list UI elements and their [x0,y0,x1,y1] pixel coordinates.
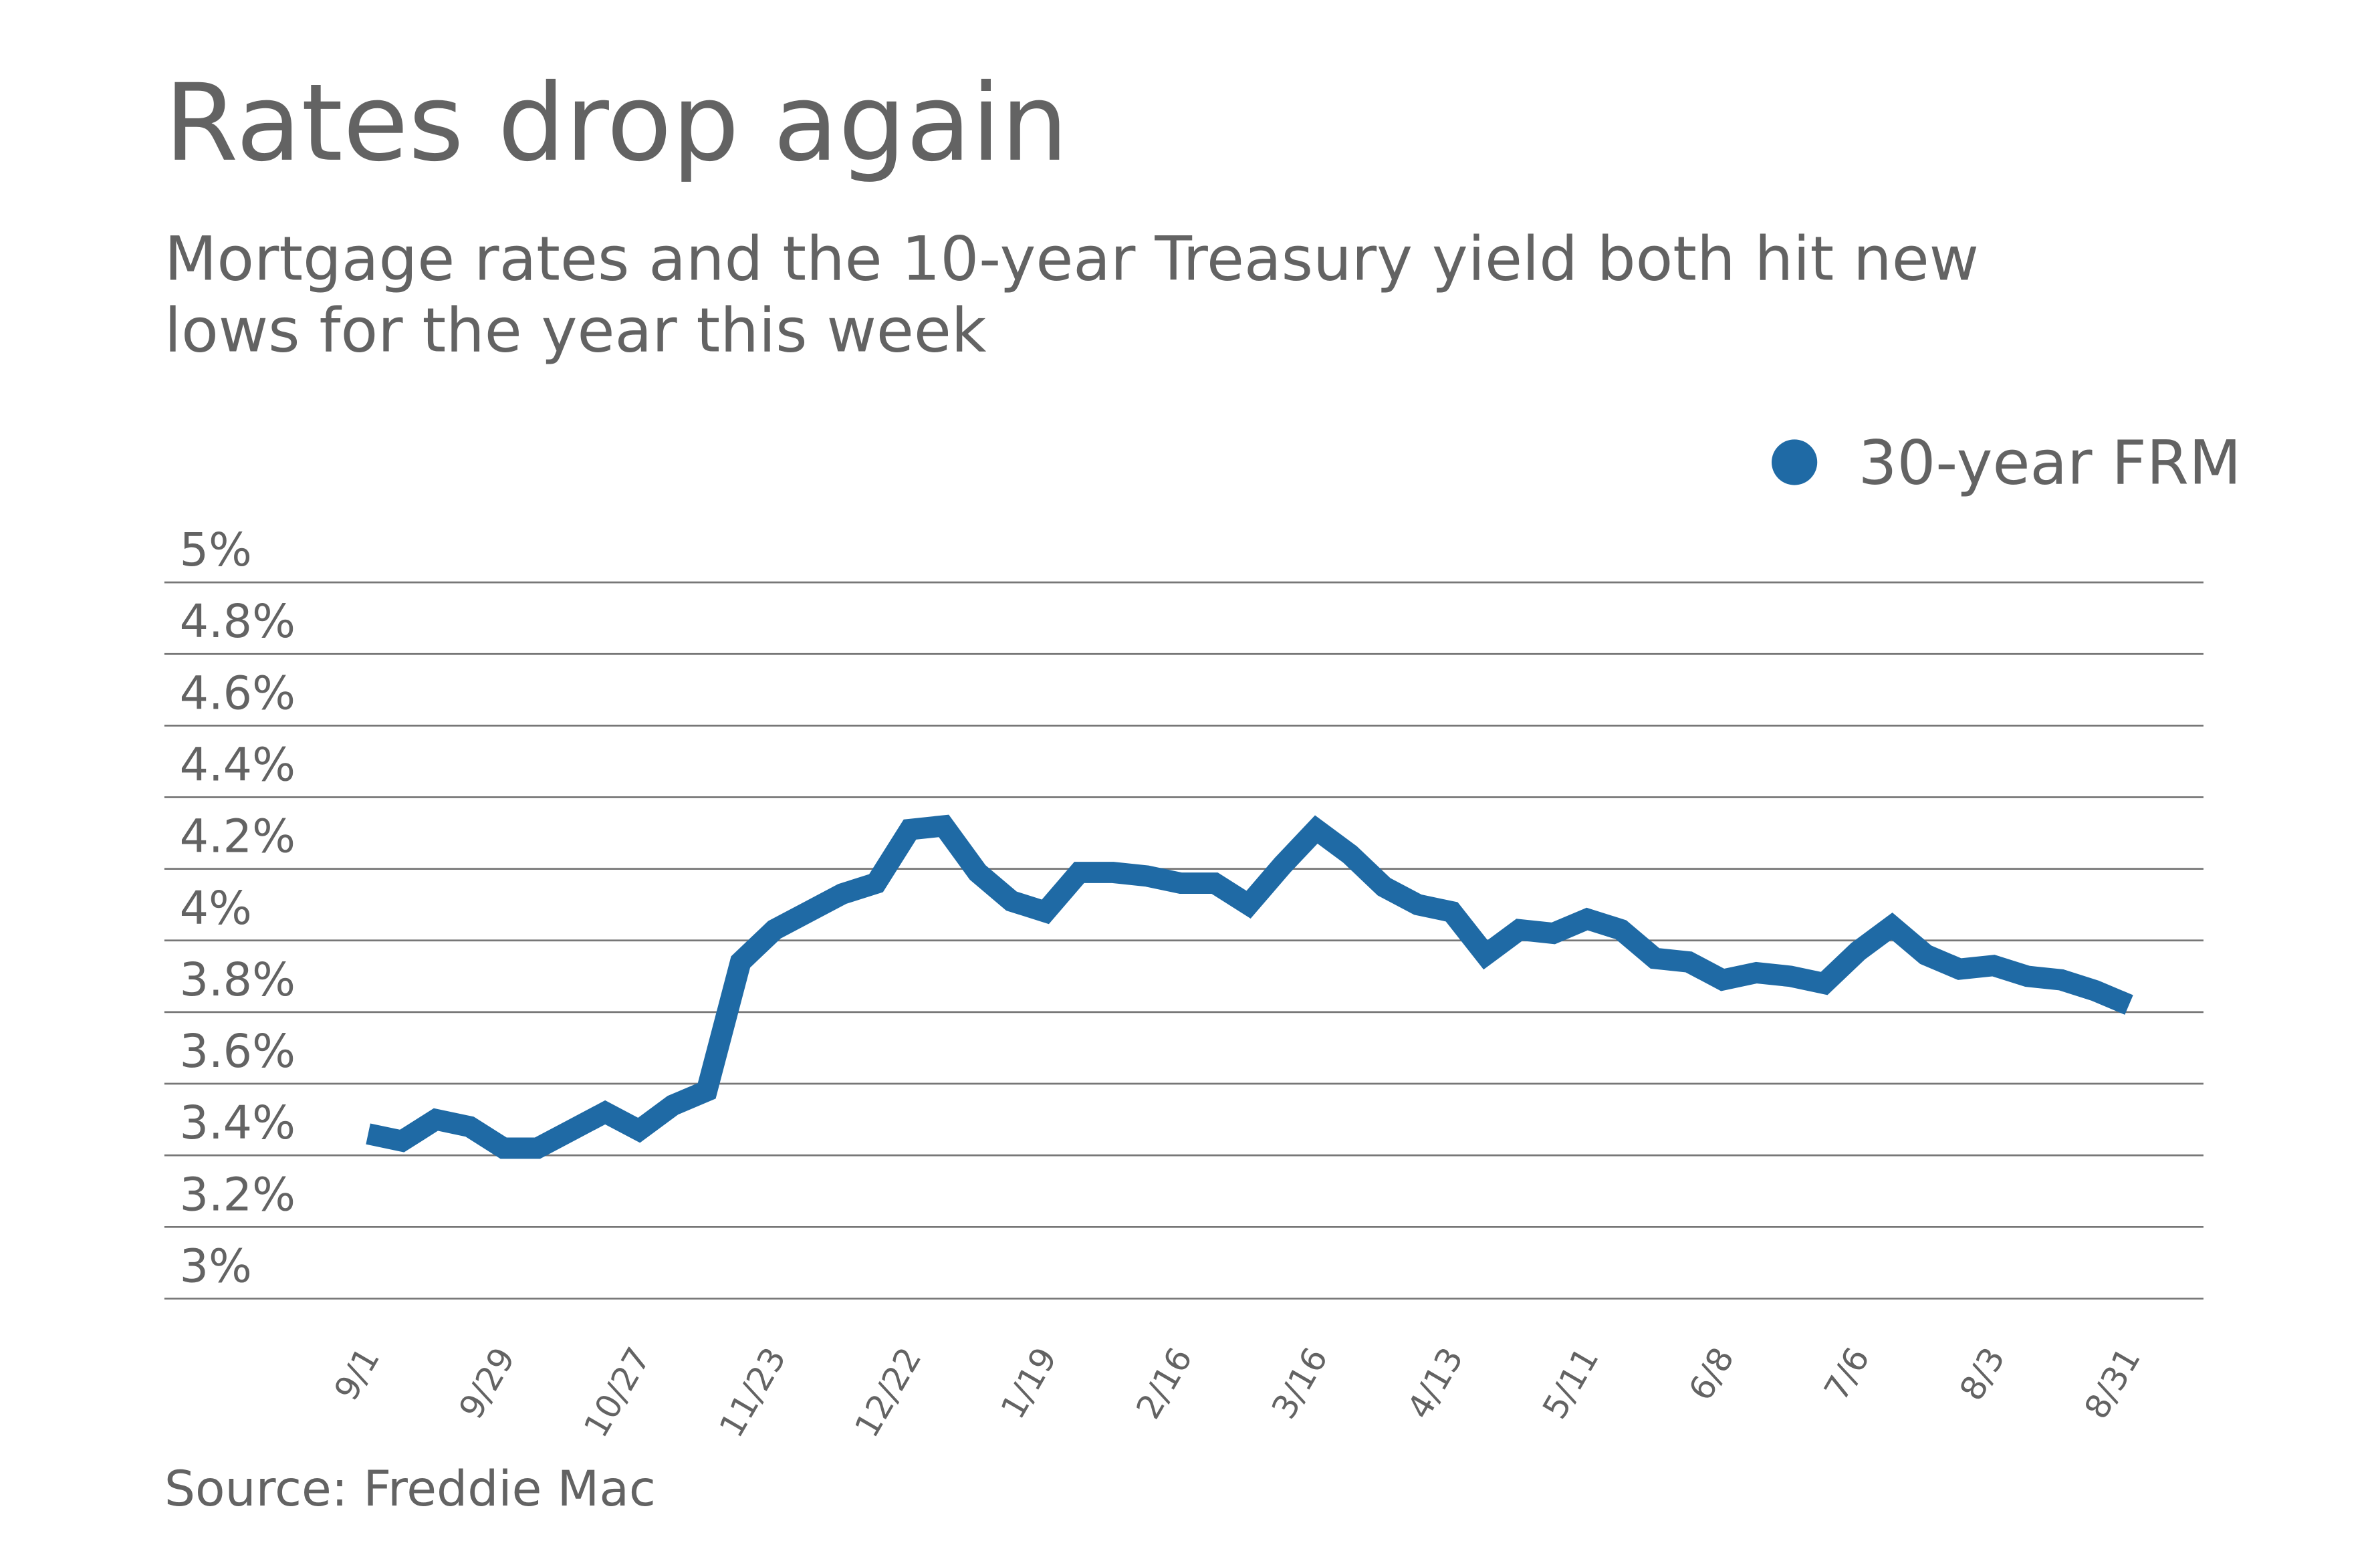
y-tick-label: 4.8% [180,596,295,648]
y-tick-label: 3.6% [180,1026,295,1078]
chart-subtitle: Mortgage rates and the 10-year Treasury … [164,225,1979,295]
y-tick-label: 3% [180,1240,252,1293]
y-tick-label: 3.4% [180,1097,295,1150]
y-tick-label: 4% [180,882,252,935]
chart-subtitle: lows for the year this week [164,295,987,366]
source-note: Source: Freddie Mac [164,1461,656,1518]
x-tick-label: 5/11 [1535,1341,1606,1425]
x-tick-label: 1/19 [993,1341,1064,1425]
legend-marker [1772,439,1818,485]
x-tick-label: 8/3 [1952,1341,2012,1407]
x-tick-label: 3/16 [1264,1341,1335,1425]
x-tick-label: 11/23 [712,1341,794,1444]
y-tick-label: 4.4% [180,739,295,792]
chart-title: Rates drop again [164,61,1068,185]
x-tick-label: 12/22 [847,1341,929,1444]
x-tick-label: 9/1 [327,1341,387,1407]
x-tick-label: 2/16 [1128,1341,1199,1425]
y-tick-label: 4.6% [180,667,295,720]
y-tick-label: 3.2% [180,1169,295,1221]
x-tick-label: 9/29 [451,1341,522,1425]
legend-label: 30-year FRM [1859,428,2242,498]
x-tick-label: 7/6 [1816,1341,1877,1407]
series-line [366,814,2133,1159]
x-tick-label: 6/8 [1681,1341,1742,1407]
x-tick-label: 8/31 [2077,1341,2148,1425]
y-tick-label: 5% [180,524,252,577]
y-tick-label: 4.2% [180,811,295,864]
x-tick-label: 4/13 [1400,1341,1471,1425]
y-tick-label: 3.8% [180,954,295,1007]
x-tick-label: 10/27 [576,1341,658,1444]
